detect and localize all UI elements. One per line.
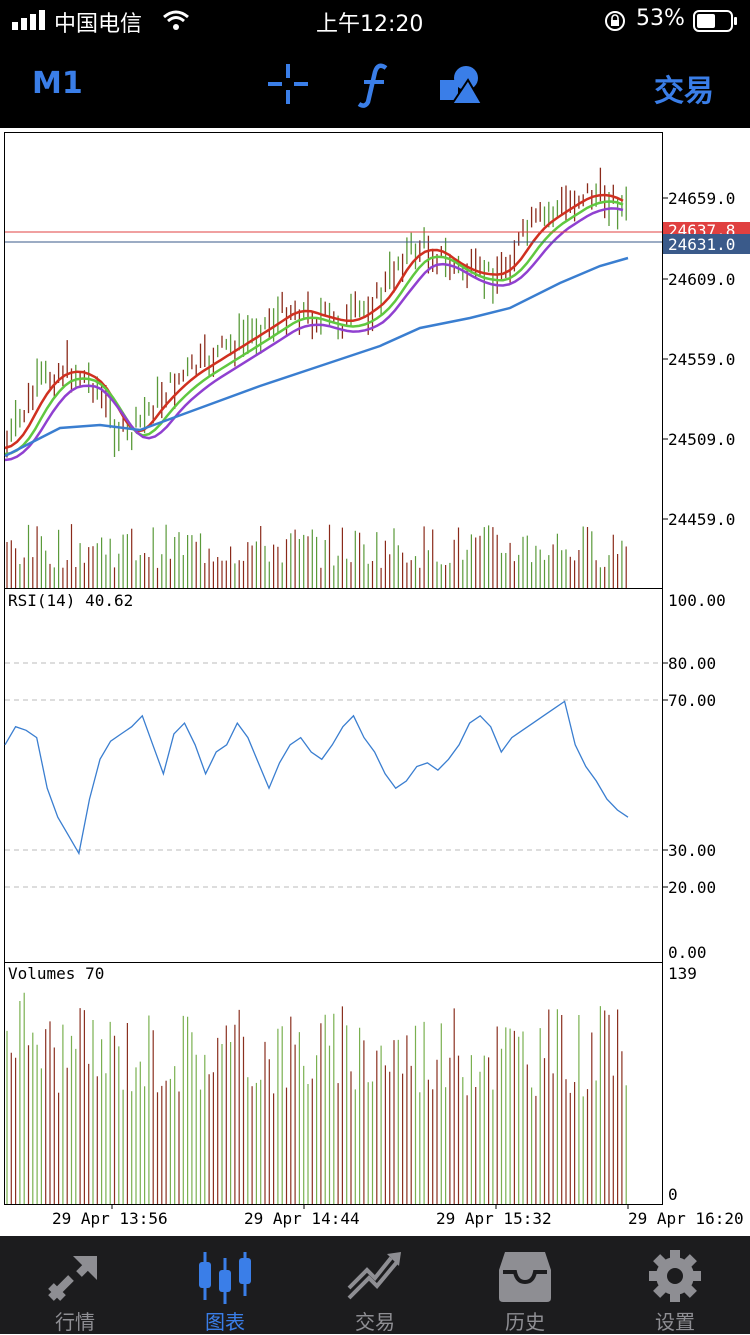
bid-price-tag	[663, 234, 750, 254]
rsi-title: RSI(14) 40.62	[8, 591, 133, 610]
tab-bar: 行情 图表 交易 历史	[0, 1236, 750, 1334]
price-scale: 24659.0 24609.0 24559.0 24509.0 24459.0	[662, 189, 735, 529]
timeframe-button[interactable]: M1	[32, 66, 83, 101]
price-label: 24459.0	[668, 510, 735, 529]
tab-label: 行情	[55, 1310, 95, 1334]
history-icon	[499, 1252, 551, 1302]
time-label: 29 Apr 13:56	[52, 1209, 168, 1228]
volume-frame	[4, 962, 663, 1205]
chart-candles-icon	[199, 1252, 251, 1304]
tab-label: 历史	[505, 1310, 545, 1334]
carrier-label: 中国电信	[54, 12, 143, 37]
rsi-path	[4, 700, 629, 856]
rsi-level-label: 20.00	[668, 878, 716, 897]
tab-quotes[interactable]: 行情	[0, 1236, 150, 1334]
signal-icon	[12, 10, 45, 30]
crosshair-icon[interactable]	[266, 62, 310, 106]
time-label: 29 Apr 16:20	[628, 1209, 744, 1228]
chart-toolbar: M1 交易	[0, 42, 750, 128]
clock-label: 上午12:20	[316, 12, 424, 37]
rsi-scale: 100.00 80.00 70.00 30.00 20.00 0.00	[662, 591, 726, 962]
price-label: 24659.0	[668, 189, 735, 208]
status-bar: 中国电信 上午12:20 53%	[0, 0, 750, 42]
tab-label: 设置	[655, 1310, 695, 1334]
price-label: 24559.0	[668, 350, 735, 369]
main-chart-tick-volumes	[6, 524, 627, 588]
rsi-level-label: 30.00	[668, 841, 716, 860]
time-label: 29 Apr 15:32	[436, 1209, 552, 1228]
ma-slow-line	[4, 207, 624, 462]
orientation-lock-icon	[605, 11, 625, 31]
ma-fast-line	[4, 193, 624, 450]
moving-averages	[4, 193, 629, 462]
price-label: 24609.0	[668, 270, 735, 289]
trade-icon	[347, 1252, 401, 1300]
wifi-icon	[163, 10, 189, 30]
quotes-icon	[48, 1256, 97, 1301]
price-label: 24509.0	[668, 430, 735, 449]
rsi-level-label: 0.00	[668, 943, 707, 962]
volume-bars	[6, 992, 627, 1204]
tab-trade[interactable]: 交易	[300, 1236, 450, 1334]
tab-history[interactable]: 历史	[450, 1236, 600, 1334]
tab-chart[interactable]: 图表	[150, 1236, 300, 1334]
volume-max-label: 139	[668, 964, 697, 983]
bid-price-label: 24631.0	[668, 235, 735, 254]
chart-canvas[interactable]: 24659.0 24609.0 24559.0 24509.0 24459.0 …	[0, 128, 750, 1236]
rsi-line	[4, 700, 629, 856]
indicators-icon[interactable]	[356, 62, 390, 108]
settings-gear-icon	[649, 1250, 701, 1302]
time-axis: 29 Apr 13:56 29 Apr 14:44 29 Apr 15:32 2…	[52, 1204, 744, 1228]
rsi-level-label: 80.00	[668, 654, 716, 673]
trade-button[interactable]: 交易	[654, 74, 714, 109]
rsi-levels	[5, 662, 662, 888]
rsi-frame	[4, 588, 663, 963]
battery-percent: 53%	[636, 6, 685, 31]
chart-area[interactable]: 24659.0 24609.0 24559.0 24509.0 24459.0 …	[0, 128, 750, 1236]
objects-icon[interactable]	[438, 64, 482, 106]
tab-label: 交易	[355, 1310, 395, 1334]
rsi-level-label: 100.00	[668, 591, 726, 610]
time-label: 29 Apr 14:44	[244, 1209, 360, 1228]
tab-label: 图表	[205, 1310, 245, 1334]
volume-min-label: 0	[668, 1185, 678, 1204]
volume-title: Volumes 70	[8, 964, 104, 983]
rsi-level-label: 70.00	[668, 691, 716, 710]
tab-settings[interactable]: 设置	[600, 1236, 750, 1334]
battery-icon	[693, 10, 737, 32]
ma-mid-line	[4, 200, 624, 456]
ma-long-line	[4, 256, 629, 458]
